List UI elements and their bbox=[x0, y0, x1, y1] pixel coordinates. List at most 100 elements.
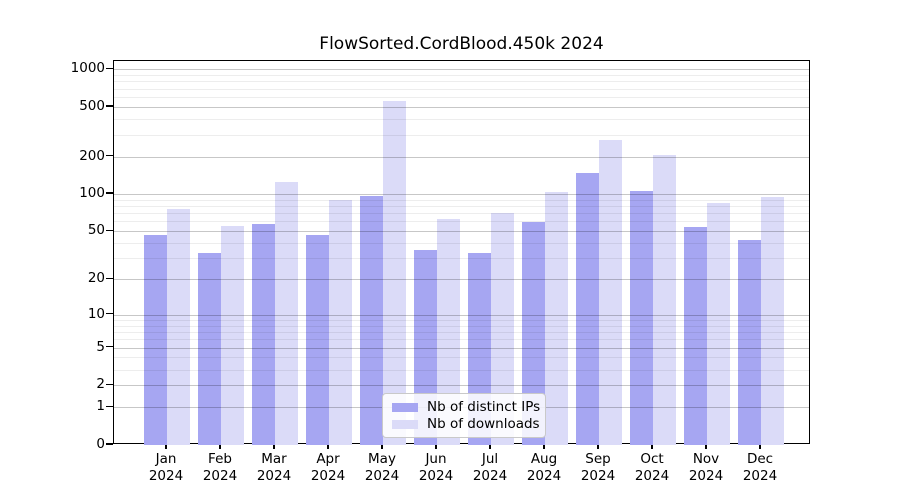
gridline-minor-40 bbox=[114, 243, 809, 245]
gridline-minor-900 bbox=[114, 75, 809, 77]
y-tick-mark bbox=[106, 345, 113, 348]
y-tick-label-0: 0 bbox=[96, 436, 105, 452]
legend-swatch-downloads bbox=[392, 420, 418, 429]
x-tick-mark bbox=[435, 444, 437, 449]
gridline-major-1000 bbox=[114, 69, 809, 71]
y-tick-label-100: 100 bbox=[79, 185, 105, 202]
bar-distinct-ips-aug bbox=[522, 222, 545, 445]
x-tick-mark bbox=[597, 444, 599, 449]
gridline-minor-600 bbox=[114, 97, 809, 99]
gridline-minor-300 bbox=[114, 134, 809, 136]
x-tick-mark bbox=[219, 444, 221, 449]
bar-downloads-nov bbox=[707, 203, 730, 445]
x-tick-label-sep: Sep 2024 bbox=[580, 451, 616, 484]
gridline-major-200 bbox=[114, 156, 809, 158]
bar-downloads-feb bbox=[221, 226, 244, 445]
chart-title: FlowSorted.CordBlood.450k 2024 bbox=[319, 34, 604, 54]
x-tick-label-jul: Jul 2024 bbox=[472, 451, 508, 484]
bar-downloads-jan bbox=[167, 208, 190, 445]
bar-distinct-ips-oct bbox=[630, 191, 653, 445]
bar-downloads-mar bbox=[275, 182, 298, 445]
bar-distinct-ips-dec bbox=[738, 240, 761, 445]
legend-label-downloads: Nb of downloads bbox=[427, 416, 540, 432]
plot-area: Nb of distinct IPs Nb of downloads bbox=[113, 60, 810, 445]
bar-downloads-jun bbox=[437, 218, 460, 445]
legend-item-distinct-ips: Nb of distinct IPs bbox=[392, 399, 540, 416]
gridline-major-100 bbox=[114, 194, 809, 196]
y-tick-label-10: 10 bbox=[87, 305, 105, 322]
x-tick-label-jan: Jan 2024 bbox=[148, 451, 184, 484]
gridline-minor-9 bbox=[114, 319, 809, 321]
gridline-minor-700 bbox=[114, 88, 809, 90]
x-tick-mark bbox=[543, 444, 545, 449]
bar-downloads-jul bbox=[491, 213, 514, 445]
bar-distinct-ips-may bbox=[360, 195, 383, 445]
y-tick-label-500: 500 bbox=[79, 97, 105, 114]
bar-downloads-oct bbox=[653, 154, 676, 445]
x-tick-label-nov: Nov 2024 bbox=[688, 451, 724, 484]
gridline-major-2 bbox=[114, 385, 809, 387]
bar-distinct-ips-jan bbox=[144, 234, 167, 445]
x-tick-label-may: May 2024 bbox=[364, 451, 400, 484]
gridline-minor-80 bbox=[114, 206, 809, 208]
gridline-major-5 bbox=[114, 347, 809, 349]
y-tick-mark bbox=[106, 154, 113, 157]
y-tick-mark bbox=[106, 277, 113, 280]
gridline-minor-60 bbox=[114, 221, 809, 223]
gridline-minor-8 bbox=[114, 325, 809, 327]
y-tick-mark bbox=[106, 229, 113, 231]
gridline-minor-800 bbox=[114, 81, 809, 83]
x-tick-label-feb: Feb 2024 bbox=[202, 451, 238, 484]
y-tick-label-1: 1 bbox=[96, 398, 105, 415]
gridline-minor-90 bbox=[114, 199, 809, 201]
y-tick-label-200: 200 bbox=[79, 147, 105, 164]
gridline-minor-4 bbox=[114, 357, 809, 359]
y-tick-mark bbox=[106, 105, 113, 107]
gridline-major-20 bbox=[114, 279, 809, 281]
y-tick-label-5: 5 bbox=[96, 338, 105, 355]
legend: Nb of distinct IPs Nb of downloads bbox=[382, 393, 546, 438]
y-tick-mark bbox=[106, 383, 113, 385]
legend-item-downloads: Nb of downloads bbox=[392, 416, 540, 433]
y-tick-label-20: 20 bbox=[87, 270, 105, 287]
y-tick-mark bbox=[106, 312, 113, 315]
bar-distinct-ips-nov bbox=[684, 227, 707, 445]
y-tick-mark bbox=[106, 443, 113, 445]
x-tick-label-jun: Jun 2024 bbox=[418, 451, 454, 484]
gridline-minor-30 bbox=[114, 258, 809, 260]
x-tick-mark bbox=[381, 444, 383, 449]
x-tick-label-oct: Oct 2024 bbox=[634, 451, 670, 484]
x-tick-label-apr: Apr 2024 bbox=[310, 451, 346, 484]
y-tick-label-50: 50 bbox=[87, 222, 105, 239]
x-tick-label-mar: Mar 2024 bbox=[256, 451, 292, 484]
bar-distinct-ips-apr bbox=[306, 234, 329, 445]
x-tick-mark bbox=[273, 444, 275, 449]
y-tick-label-1000: 1000 bbox=[70, 60, 105, 77]
bar-distinct-ips-sep bbox=[576, 172, 599, 445]
bar-downloads-may bbox=[383, 100, 406, 445]
x-tick-mark bbox=[651, 444, 653, 449]
gridline-major-500 bbox=[114, 106, 809, 108]
x-tick-mark bbox=[489, 444, 491, 449]
gridline-major-50 bbox=[114, 231, 809, 233]
x-tick-mark bbox=[759, 444, 761, 449]
x-tick-label-aug: Aug 2024 bbox=[526, 451, 562, 484]
x-tick-mark bbox=[705, 444, 707, 449]
gridline-minor-6 bbox=[114, 339, 809, 341]
bar-downloads-apr bbox=[329, 199, 352, 445]
bar-downloads-sep bbox=[599, 139, 622, 445]
y-tick-mark bbox=[106, 192, 113, 194]
bar-downloads-dec bbox=[761, 196, 784, 445]
bar-distinct-ips-feb bbox=[198, 253, 221, 445]
legend-swatch-distinct-ips bbox=[392, 403, 418, 412]
gridline-major-10 bbox=[114, 314, 809, 316]
y-tick-mark bbox=[106, 67, 113, 69]
gridline-minor-70 bbox=[114, 213, 809, 215]
y-tick-label-2: 2 bbox=[96, 376, 105, 393]
x-tick-label-dec: Dec 2024 bbox=[742, 451, 778, 484]
gridline-minor-400 bbox=[114, 119, 809, 121]
gridline-minor-3 bbox=[114, 369, 809, 371]
legend-label-distinct-ips: Nb of distinct IPs bbox=[427, 399, 541, 415]
gridline-minor-7 bbox=[114, 331, 809, 333]
